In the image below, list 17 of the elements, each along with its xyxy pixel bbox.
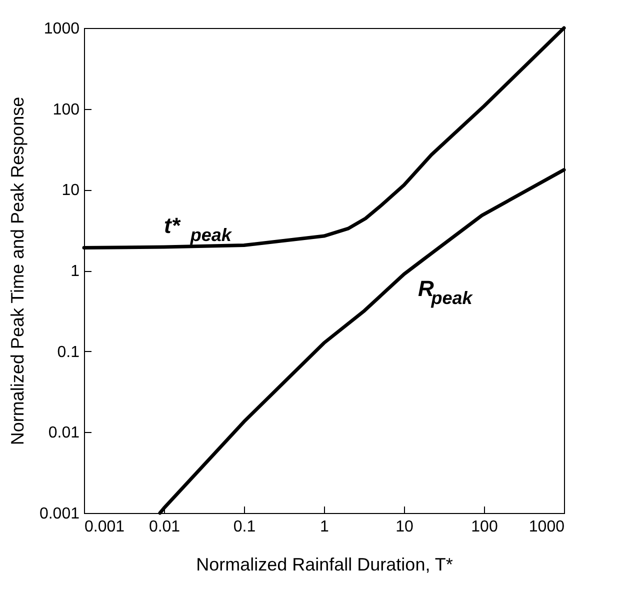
y-tick-label: 0.1: [57, 344, 80, 361]
x-tick-label: 0.001: [84, 518, 125, 536]
y-axis-title: Normalized Peak Time and Peak Response: [7, 96, 28, 446]
y-tick-label: 1000: [44, 20, 80, 38]
x-axis-title: Normalized Rainfall Duration, T*: [196, 554, 453, 574]
y-tick-label: 0.01: [48, 424, 80, 442]
x-tick-label: 10: [396, 518, 414, 536]
x-tick-label: 0.01: [148, 518, 180, 536]
x-tick-label: 1: [320, 518, 330, 536]
x-tick-label: 1000: [528, 518, 565, 536]
y-tick-label: 100: [52, 101, 80, 118]
y-tick-label: 10: [62, 182, 80, 200]
x-tick-label: 0.1: [233, 518, 256, 536]
x-tick-label: 100: [471, 518, 498, 536]
series-label: t*peak: [164, 213, 232, 246]
y-tick-label: 1: [70, 263, 80, 280]
y-tick-label: 0.001: [39, 506, 80, 522]
